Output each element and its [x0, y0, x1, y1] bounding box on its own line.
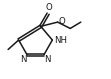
- Text: O: O: [58, 17, 65, 26]
- Text: NH: NH: [54, 36, 67, 45]
- Text: O: O: [45, 3, 52, 12]
- Text: N: N: [44, 55, 51, 64]
- Text: N: N: [20, 55, 27, 64]
